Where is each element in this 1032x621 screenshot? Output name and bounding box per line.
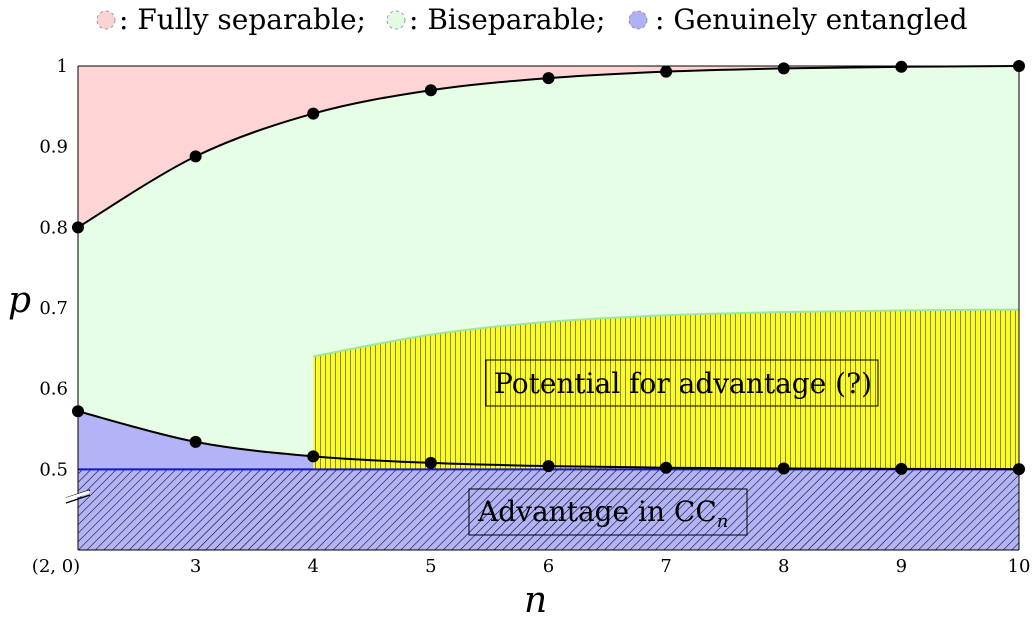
upper-point-9 (895, 60, 908, 73)
annotation-advantage-box (468, 488, 748, 536)
region-fully-separable (78, 66, 1019, 228)
x-tick-label: 10 (1008, 556, 1031, 577)
legend-swatch-genuinely-entangled (628, 10, 648, 30)
x-tick-label: 9 (896, 556, 907, 577)
region-advantage-hatch (78, 469, 1019, 550)
x-tick-label: 5 (425, 556, 436, 577)
x-axis-ticks: (2, 0) 3 4 5 6 7 8 9 10 (32, 556, 1031, 577)
legend: : Fully separable; : Biseparable; : Genu… (96, 3, 968, 36)
y-tick-label: 0.7 (39, 298, 68, 319)
lower-point-9 (895, 462, 908, 475)
x-tick-label: (2, 0) (32, 556, 80, 577)
y-tick-label: 1 (57, 56, 68, 77)
legend-label-fully-separable: : Fully separable; (119, 3, 366, 36)
x-tick-label: 6 (543, 556, 554, 577)
annotation-advantage-main: Advantage in CC (477, 495, 717, 528)
x-tick-label: 8 (778, 556, 789, 577)
upper-point-8 (777, 62, 790, 75)
lower-point-8 (777, 462, 790, 475)
lower-point-6 (542, 460, 555, 473)
y-axis-ticks: 0.5 0.6 0.7 0.8 0.9 1 (39, 56, 68, 480)
region-potential-edge (313, 308, 1019, 358)
region-potential-hatch (313, 309, 1019, 470)
x-tick-label: 4 (308, 556, 319, 577)
annotation-potential-box (485, 359, 879, 407)
lower-point-4 (307, 450, 320, 463)
upper-point-3 (189, 150, 202, 163)
y-axis-label: p (8, 280, 31, 321)
lower-point-7 (660, 461, 673, 474)
y-tick-label: 0.5 (39, 459, 68, 480)
legend-label-biseparable: : Biseparable; (409, 3, 605, 36)
annotation-potential-text: Potential for advantage (?) (494, 367, 872, 400)
upper-point-2 (72, 221, 84, 234)
upper-point-7 (660, 65, 673, 78)
annotation-potential: Potential for advantage (?) (485, 359, 879, 407)
region-genuinely-entangled (78, 411, 1019, 470)
lower-point-3 (189, 435, 202, 448)
y-tick-label: 0.8 (39, 217, 68, 238)
upper-point-5 (424, 84, 437, 97)
lower-point-10 (1013, 463, 1025, 476)
upper-point-6 (542, 72, 555, 85)
upper-point-4 (307, 107, 320, 120)
axis-break-mark (65, 489, 91, 504)
legend-swatch-fully-separable (96, 10, 116, 30)
y-tick-label: 0.6 (39, 379, 68, 400)
annotation-advantage-sub: n (717, 511, 729, 532)
x-axis-label: n (524, 580, 547, 621)
data-markers (72, 60, 1025, 476)
x-tick-label: 3 (190, 556, 201, 577)
x-tick-label: 7 (660, 556, 671, 577)
annotation-advantage: Advantage in CCn (468, 488, 748, 536)
y-tick-label: 0.9 (39, 137, 68, 158)
legend-swatch-biseparable (386, 10, 406, 30)
legend-label-genuinely-entangled: : Genuinely entangled (655, 3, 968, 36)
lower-point-2 (72, 405, 84, 418)
annotation-advantage-text: Advantage in CCn (477, 495, 728, 532)
lower-point-5 (424, 456, 437, 469)
plot-regions (78, 66, 1019, 550)
upper-point-10 (1013, 60, 1025, 72)
